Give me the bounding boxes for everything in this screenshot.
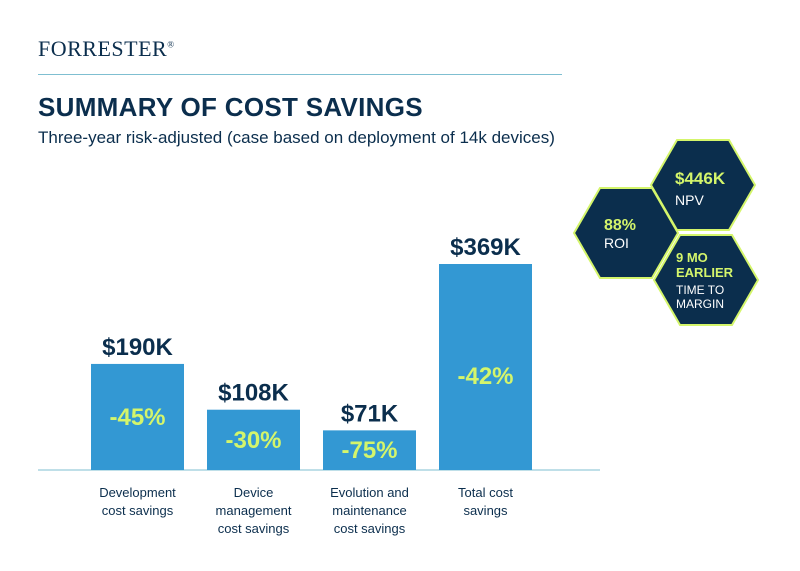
page-title: SUMMARY OF COST SAVINGS — [38, 92, 423, 122]
category-label-2-line-3: cost savings — [218, 521, 290, 536]
header-divider — [38, 74, 562, 75]
registered-mark: ® — [167, 39, 175, 50]
roi-label: ROI — [604, 235, 629, 251]
brand-name: FORRESTER — [38, 36, 168, 61]
bar-1 — [91, 363, 184, 470]
bar-2 — [207, 409, 300, 470]
category-label-2-line-1: Device — [234, 485, 274, 500]
bar-4 — [439, 264, 532, 470]
category-label-3-line-2: maintenance — [332, 503, 406, 518]
time-to-margin-label-line-2: MARGIN — [676, 297, 724, 311]
time-to-margin-label-line-1: TIME TO — [676, 283, 724, 297]
hex-time-to-margin — [652, 234, 760, 326]
bar-percent-label-2: -30% — [225, 427, 281, 454]
bar-3 — [323, 430, 416, 470]
bar-value-label-3: $71K — [341, 400, 399, 427]
category-label-1-line-1: Development — [99, 485, 176, 500]
bar-value-label-4: $369K — [450, 234, 521, 261]
bar-percent-label-4: -42% — [457, 363, 513, 390]
time-to-margin-value-line-2: EARLIER — [676, 265, 734, 280]
bar-value-label-1: $190K — [102, 334, 173, 361]
bar-value-label-2: $108K — [218, 380, 289, 407]
npv-label: NPV — [675, 192, 704, 208]
hex-roi — [572, 187, 680, 279]
npv-value: $446K — [675, 169, 726, 188]
category-label-1-line-2: cost savings — [102, 503, 174, 518]
bar-percent-label-3: -75% — [341, 437, 397, 464]
time-to-margin-value-line-1: 9 MO — [676, 250, 708, 265]
category-label-2-line-2: management — [216, 503, 292, 518]
roi-value: 88% — [604, 217, 636, 234]
category-label-3-line-3: cost savings — [334, 521, 406, 536]
hex-npv — [649, 139, 757, 231]
page-subtitle: Three-year risk-adjusted (case based on … — [38, 128, 555, 147]
category-label-4-line-1: Total cost — [458, 485, 513, 500]
category-label-3-line-1: Evolution and — [330, 485, 409, 500]
category-label-4-line-2: savings — [463, 503, 508, 518]
bar-percent-label-1: -45% — [109, 404, 165, 431]
forrester-logo: FORRESTER® — [38, 36, 175, 62]
